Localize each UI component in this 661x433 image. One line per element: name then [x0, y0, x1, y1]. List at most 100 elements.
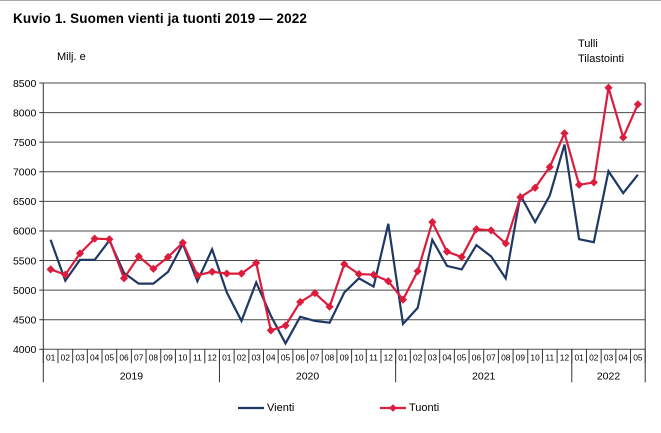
legend-label-vienti: Vienti: [267, 402, 295, 414]
series-marker-tuonti: [486, 226, 496, 235]
source-label-line2: Tilastointi: [578, 53, 625, 65]
series-marker-tuonti: [340, 259, 349, 269]
y-tick-label-6000: 6000: [13, 226, 37, 238]
series-marker-tuonti: [516, 193, 525, 202]
y-tick-label-5500: 5500: [13, 255, 37, 267]
series-marker-tuonti: [296, 297, 305, 307]
series-marker-tuonti: [472, 225, 481, 234]
x-month-label: 06: [472, 352, 482, 362]
x-month-label: 11: [545, 352, 554, 362]
series-marker-tuonti: [149, 264, 158, 273]
y-axis-unit-label: Milj. e: [57, 51, 86, 63]
series-marker-tuonti: [222, 269, 231, 278]
x-month-label: 03: [252, 352, 262, 362]
x-month-label: 12: [384, 352, 394, 362]
x-year-label: 2022: [597, 370, 621, 382]
series-marker-tuonti: [619, 133, 628, 142]
x-month-label: 06: [296, 352, 306, 362]
x-month-label: 03: [604, 352, 614, 362]
series-marker-tuonti: [545, 162, 554, 172]
series-marker-tuonti: [237, 269, 246, 278]
series-marker-tuonti: [252, 258, 261, 268]
x-month-label: 05: [457, 352, 467, 362]
series-marker-tuonti: [560, 129, 569, 138]
x-year-label: 2020: [296, 370, 320, 382]
x-month-label: 04: [266, 352, 276, 362]
x-month-label: 02: [237, 352, 247, 362]
x-month-label: 11: [193, 352, 202, 362]
series-line-vienti: [49, 144, 639, 346]
x-month-label: 10: [530, 352, 540, 362]
chart-legend: Vienti Tuonti: [0, 400, 661, 420]
x-month-label: 04: [442, 352, 452, 362]
series-marker-tuonti: [105, 235, 114, 244]
x-month-label: 03: [75, 352, 85, 362]
x-month-label: 01: [574, 352, 584, 362]
x-month-label: 05: [633, 352, 643, 362]
series-marker-tuonti: [354, 270, 364, 279]
chart-title: Kuvio 1. Suomen vienti ja tuonti 2019 — …: [13, 11, 307, 26]
x-year-label: 2019: [120, 370, 144, 382]
x-month-label: 02: [589, 352, 599, 362]
series-marker-tuonti: [310, 288, 319, 298]
series-marker-tuonti: [46, 265, 55, 274]
series-marker-tuonti: [604, 83, 613, 92]
x-month-label: 06: [119, 352, 129, 362]
y-tick-label-7500: 7500: [13, 137, 37, 149]
x-month-label: 11: [369, 352, 378, 362]
legend-swatch-tuonti-line: [380, 404, 406, 412]
x-month-label: 05: [105, 352, 115, 362]
y-tick-label-7000: 7000: [13, 167, 37, 179]
x-month-label: 09: [340, 352, 350, 362]
y-tick-label-8500: 8500: [13, 78, 37, 90]
x-month-label: 12: [560, 352, 570, 362]
x-month-label: 07: [486, 352, 496, 362]
series-marker-tuonti: [61, 270, 70, 279]
x-month-label: 08: [501, 352, 511, 362]
x-month-label: 08: [325, 352, 335, 362]
series-marker-tuonti: [281, 321, 290, 330]
x-month-label: 01: [398, 352, 408, 362]
x-month-label: 08: [149, 352, 159, 362]
series-marker-tuonti: [413, 267, 422, 276]
x-month-label: 10: [178, 352, 188, 362]
legend-item-vienti: Vienti: [238, 402, 294, 414]
series-marker-tuonti: [384, 277, 393, 286]
x-month-label: 07: [310, 352, 320, 362]
series-marker-tuonti: [75, 249, 85, 258]
series-marker-tuonti: [119, 274, 129, 283]
series-marker-tuonti: [134, 252, 143, 261]
x-month-label: 03: [428, 352, 438, 362]
series-marker-tuonti: [457, 252, 466, 262]
y-tick-label-5000: 5000: [13, 285, 37, 297]
series-marker-tuonti: [589, 178, 598, 187]
x-month-label: 10: [354, 352, 364, 362]
x-month-label: 09: [516, 352, 526, 362]
x-month-label: 09: [163, 352, 173, 362]
source-label: Tulli Tilastointi: [578, 37, 624, 67]
y-tick-label-4500: 4500: [13, 315, 37, 327]
series-marker-tuonti: [266, 326, 275, 335]
series-marker-tuonti: [530, 183, 540, 192]
y-tick-label-6500: 6500: [13, 196, 37, 208]
legend-swatch-vienti-line: [238, 406, 264, 410]
series-marker-tuonti: [369, 270, 378, 279]
series-marker-tuonti: [633, 100, 642, 109]
y-tick-label-4000: 4000: [13, 344, 37, 356]
series-marker-tuonti: [575, 180, 584, 189]
x-month-label: 07: [134, 352, 144, 362]
series-marker-tuonti: [208, 267, 217, 276]
x-month-label: 04: [90, 352, 100, 362]
x-month-label: 01: [222, 352, 232, 362]
series-marker-tuonti: [398, 295, 408, 304]
x-month-label: 05: [281, 352, 291, 362]
series-marker-tuonti: [325, 302, 334, 311]
legend-label-tuonti: Tuonti: [409, 402, 440, 414]
series-marker-tuonti: [178, 238, 187, 247]
x-month-label: 12: [207, 352, 217, 362]
series-marker-tuonti: [428, 217, 437, 227]
y-tick-label-8000: 8000: [13, 107, 37, 119]
source-label-line1: Tulli: [578, 38, 598, 50]
x-month-label: 04: [619, 352, 629, 362]
